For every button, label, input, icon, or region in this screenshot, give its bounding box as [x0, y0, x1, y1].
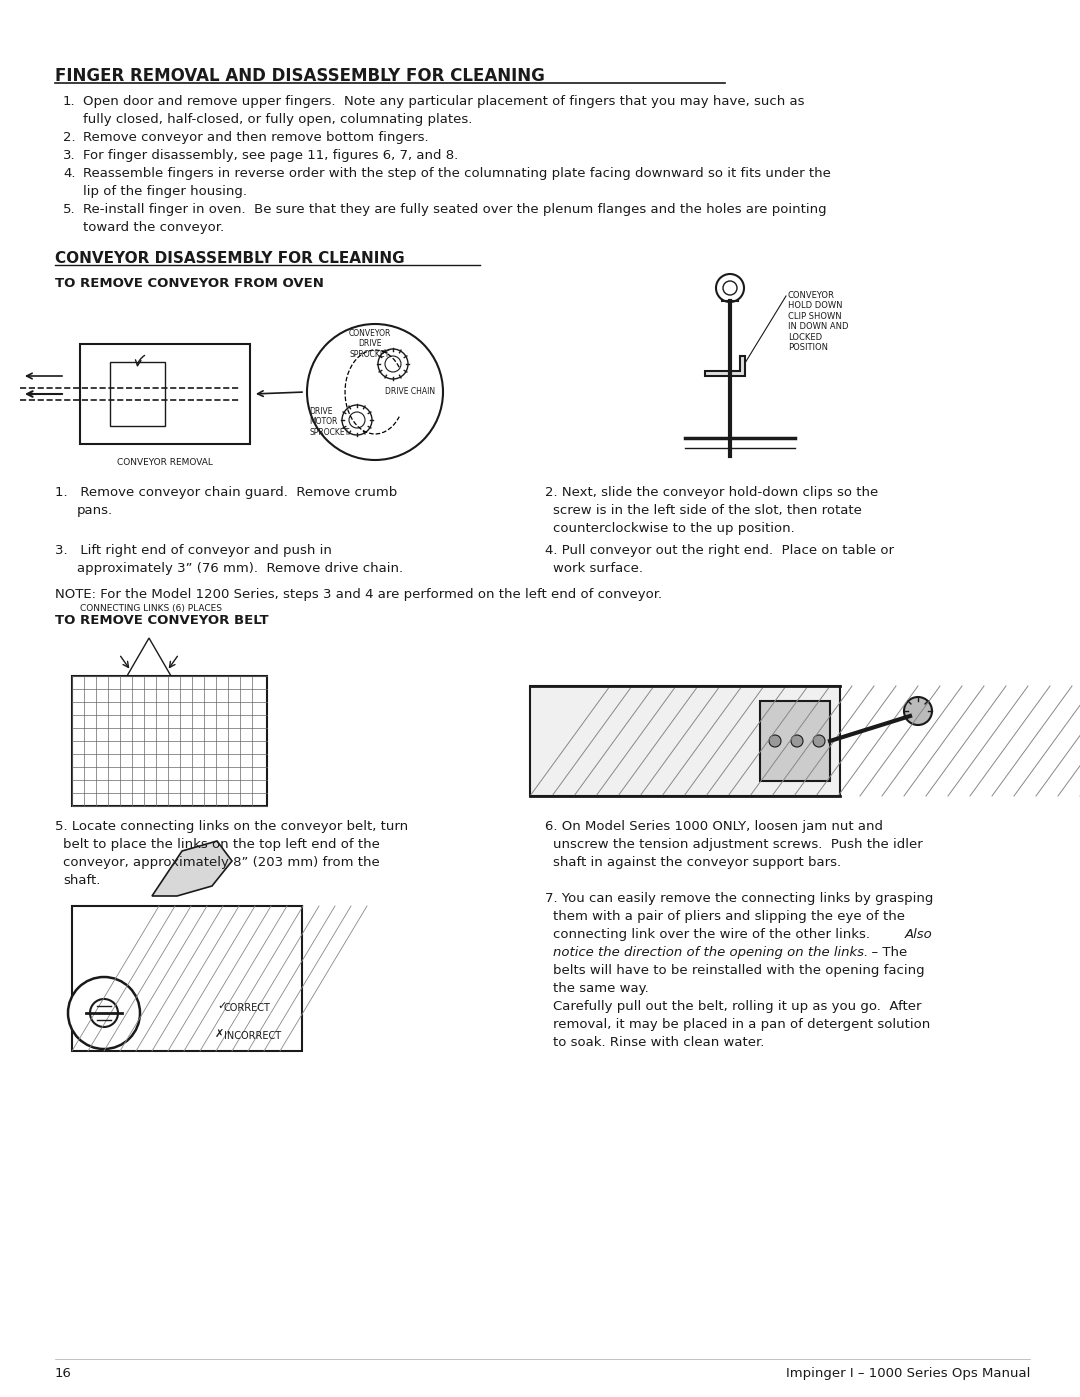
Text: 3.   Lift right end of conveyor and push in: 3. Lift right end of conveyor and push i…: [55, 543, 332, 557]
Text: TO REMOVE CONVEYOR BELT: TO REMOVE CONVEYOR BELT: [55, 615, 269, 627]
Text: them with a pair of pliers and slipping the eye of the: them with a pair of pliers and slipping …: [553, 909, 905, 923]
Text: CONVEYOR DISASSEMBLY FOR CLEANING: CONVEYOR DISASSEMBLY FOR CLEANING: [55, 251, 405, 265]
Text: – The: – The: [863, 946, 907, 958]
Circle shape: [904, 697, 932, 725]
Text: Open door and remove upper fingers.  Note any particular placement of fingers th: Open door and remove upper fingers. Note…: [83, 95, 805, 108]
Text: DRIVE CHAIN: DRIVE CHAIN: [384, 387, 435, 395]
Text: belt to place the links on the top left end of the: belt to place the links on the top left …: [63, 838, 380, 851]
Text: CONVEYOR
DRIVE
SPROCKET: CONVEYOR DRIVE SPROCKET: [349, 330, 391, 359]
Text: removal, it may be placed in a pan of detergent solution: removal, it may be placed in a pan of de…: [553, 1018, 930, 1031]
Text: toward the conveyor.: toward the conveyor.: [83, 221, 225, 235]
Text: notice the direction of the opening on the links.: notice the direction of the opening on t…: [553, 946, 868, 958]
Text: 2. Next, slide the conveyor hold-down clips so the: 2. Next, slide the conveyor hold-down cl…: [545, 486, 878, 499]
Circle shape: [68, 977, 140, 1049]
Text: connecting link over the wire of the other links.: connecting link over the wire of the oth…: [553, 928, 878, 942]
Text: belts will have to be reinstalled with the opening facing: belts will have to be reinstalled with t…: [553, 964, 924, 977]
FancyBboxPatch shape: [530, 686, 840, 796]
Text: screw is in the left side of the slot, then rotate: screw is in the left side of the slot, t…: [553, 504, 862, 517]
Text: ✓: ✓: [217, 1002, 227, 1011]
Text: pans.: pans.: [77, 504, 113, 517]
Text: CONVEYOR REMOVAL: CONVEYOR REMOVAL: [117, 458, 213, 467]
Text: lip of the finger housing.: lip of the finger housing.: [83, 184, 247, 198]
Text: 2.: 2.: [63, 131, 76, 144]
Text: 5.: 5.: [63, 203, 76, 217]
Text: fully closed, half-closed, or fully open, columnating plates.: fully closed, half-closed, or fully open…: [83, 113, 472, 126]
Text: CORRECT: CORRECT: [224, 1003, 271, 1013]
Polygon shape: [760, 701, 831, 781]
Text: 1.: 1.: [63, 95, 76, 108]
Text: 1.   Remove conveyor chain guard.  Remove crumb: 1. Remove conveyor chain guard. Remove c…: [55, 486, 397, 499]
Text: 16: 16: [55, 1368, 72, 1380]
Text: Re-install finger in oven.  Be sure that they are fully seated over the plenum f: Re-install finger in oven. Be sure that …: [83, 203, 826, 217]
Text: 7. You can easily remove the connecting links by grasping: 7. You can easily remove the connecting …: [545, 893, 933, 905]
Text: unscrew the tension adjustment screws.  Push the idler: unscrew the tension adjustment screws. P…: [553, 838, 922, 851]
Text: shaft.: shaft.: [63, 875, 100, 887]
Text: DRIVE
MOTOR
SPROCKET: DRIVE MOTOR SPROCKET: [309, 407, 349, 437]
Text: Impinger I – 1000 Series Ops Manual: Impinger I – 1000 Series Ops Manual: [785, 1368, 1030, 1380]
Text: ✗: ✗: [215, 1030, 225, 1039]
Text: TO REMOVE CONVEYOR FROM OVEN: TO REMOVE CONVEYOR FROM OVEN: [55, 277, 324, 291]
Text: Remove conveyor and then remove bottom fingers.: Remove conveyor and then remove bottom f…: [83, 131, 429, 144]
Text: 3.: 3.: [63, 149, 76, 162]
Text: INCORRECT: INCORRECT: [224, 1031, 281, 1041]
Polygon shape: [705, 356, 745, 376]
Text: CONNECTING LINKS (6) PLACES: CONNECTING LINKS (6) PLACES: [80, 604, 222, 613]
Text: shaft in against the conveyor support bars.: shaft in against the conveyor support ba…: [553, 856, 841, 869]
Text: NOTE: For the Model 1200 Series, steps 3 and 4 are performed on the left end of : NOTE: For the Model 1200 Series, steps 3…: [55, 588, 662, 601]
Text: 4.: 4.: [63, 168, 76, 180]
Text: conveyor, approximately 8” (203 mm) from the: conveyor, approximately 8” (203 mm) from…: [63, 856, 380, 869]
Text: approximately 3” (76 mm).  Remove drive chain.: approximately 3” (76 mm). Remove drive c…: [77, 562, 403, 576]
Text: counterclockwise to the up position.: counterclockwise to the up position.: [553, 522, 795, 535]
Text: work surface.: work surface.: [553, 562, 643, 576]
Text: 5. Locate connecting links on the conveyor belt, turn: 5. Locate connecting links on the convey…: [55, 820, 408, 833]
Text: Carefully pull out the belt, rolling it up as you go.  After: Carefully pull out the belt, rolling it …: [553, 1000, 921, 1013]
Circle shape: [791, 735, 804, 747]
Text: Reassemble fingers in reverse order with the step of the columnating plate facin: Reassemble fingers in reverse order with…: [83, 168, 831, 180]
Text: Also: Also: [905, 928, 933, 942]
Text: CONVEYOR
HOLD DOWN
CLIP SHOWN
IN DOWN AND
LOCKED
POSITION: CONVEYOR HOLD DOWN CLIP SHOWN IN DOWN AN…: [788, 291, 849, 352]
Text: For finger disassembly, see page 11, figures 6, 7, and 8.: For finger disassembly, see page 11, fig…: [83, 149, 458, 162]
Text: 4. Pull conveyor out the right end.  Place on table or: 4. Pull conveyor out the right end. Plac…: [545, 543, 894, 557]
Circle shape: [813, 735, 825, 747]
Circle shape: [769, 735, 781, 747]
Polygon shape: [152, 841, 232, 895]
Text: the same way.: the same way.: [553, 982, 649, 995]
Text: to soak. Rinse with clean water.: to soak. Rinse with clean water.: [553, 1037, 765, 1049]
Text: FINGER REMOVAL AND DISASSEMBLY FOR CLEANING: FINGER REMOVAL AND DISASSEMBLY FOR CLEAN…: [55, 67, 545, 85]
Text: 6. On Model Series 1000 ONLY, loosen jam nut and: 6. On Model Series 1000 ONLY, loosen jam…: [545, 820, 883, 833]
